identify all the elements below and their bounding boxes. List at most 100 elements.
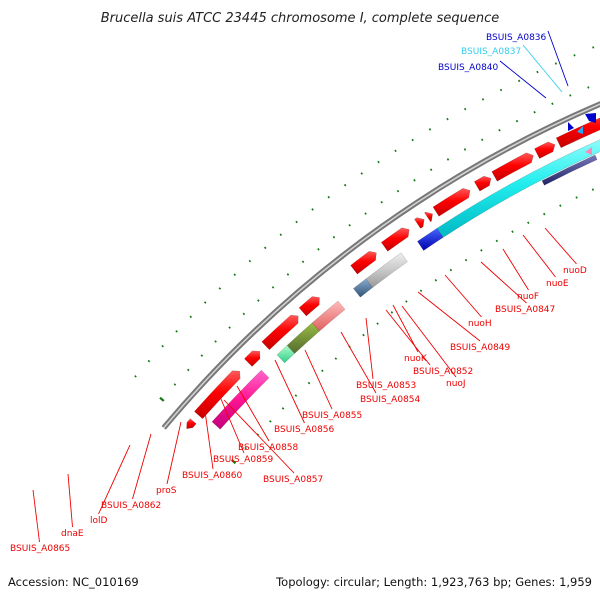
tick-mark (203, 301, 207, 304)
tick-mark (327, 195, 331, 199)
tick-mark (294, 394, 298, 397)
gene-feature-blue (568, 122, 574, 131)
tick-mark (360, 172, 363, 175)
label-leader (522, 234, 556, 278)
tick-mark (536, 70, 539, 74)
gene-label: BSUIS_A0836 (486, 33, 547, 43)
tick-mark (242, 312, 246, 316)
tick-mark (281, 407, 285, 410)
label-leader (544, 227, 577, 265)
gene-feature-cyan (577, 126, 583, 134)
gene-label: BSUIS_A0849 (450, 343, 511, 353)
tick-mark (214, 340, 217, 343)
backbone-arc (161, 101, 600, 430)
tick-mark (279, 233, 283, 237)
tick-mark (311, 208, 314, 211)
cds-gene (261, 314, 299, 351)
tick-mark (591, 188, 595, 191)
cds-gene (491, 152, 534, 182)
cds-gene (244, 350, 261, 367)
gene-label: BSUIS_A0856 (274, 425, 335, 435)
tick-mark (498, 129, 501, 132)
gene-feature-pink (585, 147, 592, 155)
tick-mark (533, 111, 536, 114)
tick-mark (376, 322, 379, 325)
gene-label: nuoJ (446, 379, 466, 389)
gene-label: BSUIS_A0860 (182, 471, 243, 481)
tick-mark (428, 128, 432, 131)
tick-mark (515, 119, 519, 123)
annotation-block (541, 154, 598, 186)
gene-label: nuoH (468, 319, 492, 329)
tick-mark (413, 179, 416, 182)
tick-mark (480, 249, 483, 252)
cds-gene (380, 227, 410, 252)
tick-mark (161, 344, 164, 348)
gene-label: BSUIS_A0837 (461, 47, 521, 57)
tick-mark (517, 79, 521, 83)
tick-mark (317, 248, 320, 251)
tick-mark (405, 300, 408, 303)
annotation-block (365, 252, 408, 288)
accession-text: Accession: NC_010169 (8, 575, 139, 589)
tick-mark (301, 260, 305, 264)
topology-stats: Topology: circular; Length: 1,923,763 bp… (275, 575, 592, 589)
tick-mark (481, 98, 485, 101)
tick-mark (175, 330, 178, 333)
tick-mark (257, 299, 260, 302)
gene-label: BSUIS_A0862 (101, 501, 161, 511)
tick-mark (286, 273, 290, 276)
label-leader (365, 317, 374, 380)
cds-gene (186, 418, 197, 430)
label-leader (236, 385, 270, 442)
cds-gene (414, 217, 425, 229)
tick-mark (543, 212, 546, 216)
label-leader (223, 399, 295, 474)
label-leader (401, 305, 457, 378)
tick-mark (200, 354, 204, 357)
label-leader (274, 359, 305, 424)
gene-label: BSUIS_A0854 (360, 395, 421, 405)
scale-ticks (134, 46, 595, 465)
tick-mark (248, 259, 252, 263)
gene-label: nuoF (517, 292, 539, 302)
gene-labels: BSUIS_A0836 BSUIS_A0837 BSUIS_A0840 nuoD nuo… (10, 30, 587, 554)
tick-mark (377, 160, 380, 164)
tick-mark (575, 196, 578, 199)
label-leader (132, 433, 152, 500)
tick-mark (511, 230, 514, 233)
tick-mark (189, 315, 193, 319)
tick-mark (269, 420, 272, 423)
tick-mark (343, 183, 347, 187)
tick-mark (173, 383, 177, 386)
gene-label: BSUIS_A0865 (10, 544, 70, 554)
label-leader (480, 261, 527, 304)
label-leader (385, 309, 431, 366)
tick-mark (390, 311, 394, 314)
tick-mark (263, 246, 267, 250)
cds-gene (432, 188, 471, 217)
tick-mark (218, 287, 222, 290)
tick-mark (147, 359, 151, 363)
annotation-block (311, 300, 346, 332)
tick-mark (499, 88, 503, 92)
cds-gene (298, 296, 320, 317)
label-leader (547, 30, 569, 87)
tick-mark (348, 223, 351, 227)
tick-mark (429, 168, 433, 171)
gene-features (186, 113, 600, 430)
gene-label: BSUIS_A0859 (213, 455, 274, 465)
gene-label: BSUIS_A0857 (263, 475, 323, 485)
gene-label: BSUIS_A0840 (438, 63, 499, 73)
tick-mark (230, 459, 237, 465)
tick-mark (592, 46, 595, 49)
gene-label: nuoD (563, 266, 587, 276)
gene-label: nuoK (404, 354, 428, 364)
label-leader (499, 60, 547, 99)
tick-mark (186, 368, 190, 372)
tick-mark (434, 279, 438, 282)
tick-mark (495, 239, 499, 243)
label-leader (417, 291, 481, 342)
gene-label: BSUIS_A0858 (238, 443, 299, 453)
